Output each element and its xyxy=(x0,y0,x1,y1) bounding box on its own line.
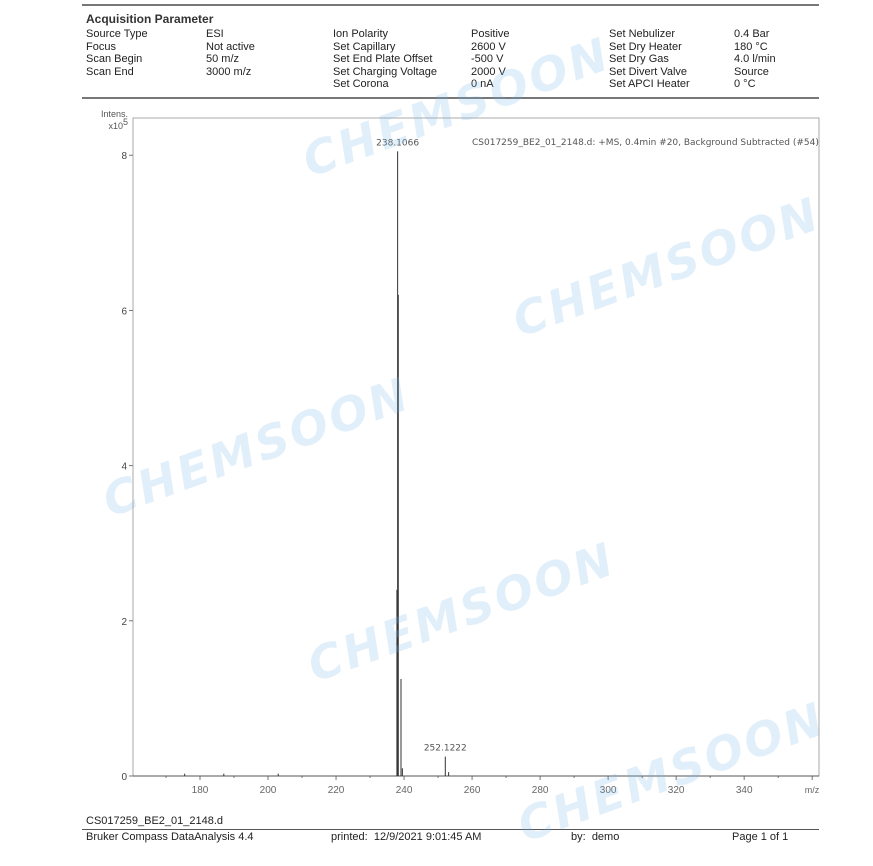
footer-page: Page 1 of 1 xyxy=(732,831,789,843)
x-tick-label: 200 xyxy=(260,785,277,796)
header-rule xyxy=(82,97,819,99)
by-value: demo xyxy=(591,831,620,843)
y-scale-exponent: 5 xyxy=(123,117,128,127)
param-value: 3000 m/z xyxy=(206,65,252,78)
printed-label: printed: xyxy=(331,831,368,843)
y-tick-label: 6 xyxy=(121,306,127,317)
param-value: 2000 V xyxy=(471,65,506,78)
param-labels-col1: Source Type Focus Scan Begin Scan End xyxy=(86,28,148,78)
footer-by: by: demo xyxy=(571,831,619,843)
param-values-col1: ESI Not active 50 m/z 3000 m/z xyxy=(206,28,255,78)
param-value: -500 V xyxy=(471,53,504,65)
param-value: ESI xyxy=(206,28,224,40)
param-label: Scan End xyxy=(86,65,134,78)
peak-label: 252.1222 xyxy=(424,744,467,754)
y-tick-label: 4 xyxy=(121,462,127,473)
x-tick-label: 220 xyxy=(328,785,345,796)
param-label: Source Type xyxy=(86,28,148,40)
param-value: 4.0 l/min xyxy=(734,53,776,65)
param-label: Set Dry Heater xyxy=(609,40,682,53)
param-label: Scan Begin xyxy=(86,53,143,65)
param-value: 50 m/z xyxy=(206,53,240,65)
printed-value: 12/9/2021 9:01:45 AM xyxy=(373,831,482,843)
param-values-col3: 0.4 Bar 180 °C 4.0 l/min Source 0 °C xyxy=(734,28,776,91)
param-value: Source xyxy=(734,65,769,78)
param-label: Set Divert Valve xyxy=(609,65,688,78)
x-tick-label: 300 xyxy=(600,785,617,796)
param-value: Positive xyxy=(471,28,510,40)
x-tick-label: 340 xyxy=(736,785,753,796)
by-label: by: xyxy=(571,831,586,843)
param-label: Set Dry Gas xyxy=(609,53,669,65)
param-label: Set Corona xyxy=(333,78,389,90)
peak-label: 238.1066 xyxy=(376,138,419,148)
section-title: Acquisition Parameter xyxy=(86,12,214,26)
footer-printed: printed: 12/9/2021 9:01:45 AM xyxy=(331,831,481,843)
plot-frame xyxy=(132,117,820,777)
param-value: 180 °C xyxy=(734,40,768,53)
param-labels-col3: Set Nebulizer Set Dry Heater Set Dry Gas… xyxy=(609,28,690,91)
param-labels-col2: Ion Polarity Set Capillary Set End Plate… xyxy=(333,28,437,91)
y-tick-label: 8 xyxy=(121,151,127,162)
top-rule xyxy=(82,4,819,6)
y-axis-label: Intens. xyxy=(101,109,128,119)
param-label: Set APCI Heater xyxy=(609,78,690,90)
param-label: Set Nebulizer xyxy=(609,28,676,40)
param-values-col2: Positive 2600 V -500 V 2000 V 0 nA xyxy=(471,28,510,91)
footer-software: Bruker Compass DataAnalysis 4.4 xyxy=(86,831,254,843)
y-scale-label: x105 xyxy=(108,117,128,131)
y-tick-label: 2 xyxy=(121,617,127,628)
param-value: 0.4 Bar xyxy=(734,28,770,40)
param-label: Focus xyxy=(86,40,116,53)
x-tick-label: 280 xyxy=(532,785,549,796)
param-value: 0 nA xyxy=(471,78,494,90)
x-tick-label: 180 xyxy=(192,785,209,796)
x-tick-label: 320 xyxy=(668,785,685,796)
x-tick-label: 260 xyxy=(464,785,481,796)
param-value: 2600 V xyxy=(471,40,506,53)
x-axis-label: m/z xyxy=(805,785,820,795)
footer-rule xyxy=(82,829,819,830)
param-label: Ion Polarity xyxy=(333,28,389,40)
x-tick-label: 240 xyxy=(396,785,413,796)
param-value: 0 °C xyxy=(734,78,756,90)
y-tick-label: 0 xyxy=(121,772,127,783)
chart-title: CS017259_BE2_01_2148.d: +MS, 0.4min #20,… xyxy=(472,138,819,148)
param-label: Set End Plate Offset xyxy=(333,53,433,65)
param-label: Set Charging Voltage xyxy=(333,65,437,78)
footer-filename: CS017259_BE2_01_2148.d xyxy=(86,815,224,827)
param-value: Not active xyxy=(206,40,255,53)
param-label: Set Capillary xyxy=(333,40,396,53)
